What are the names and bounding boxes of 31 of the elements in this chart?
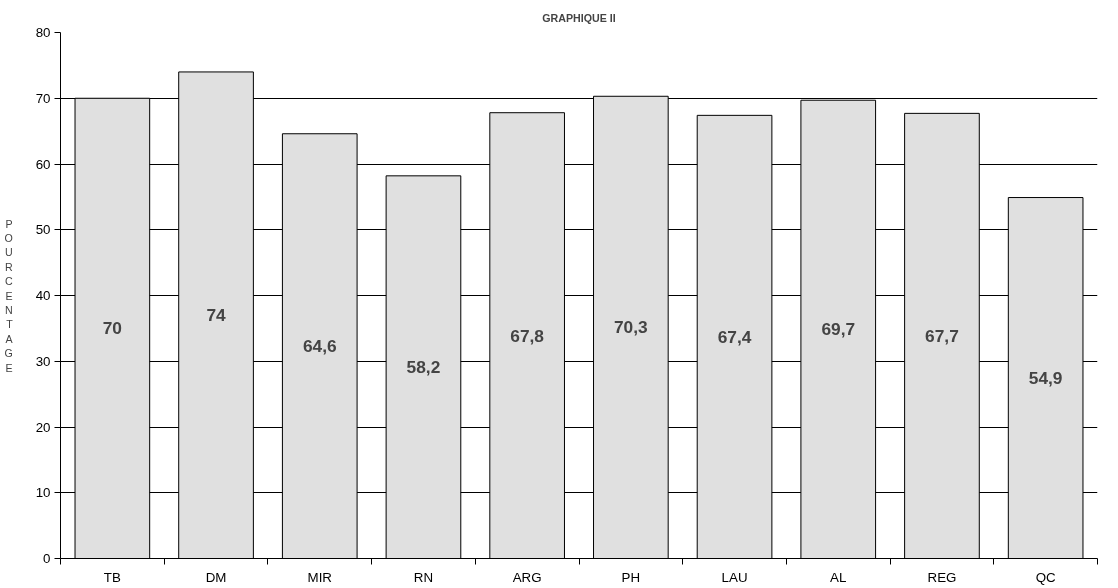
x-tick-label: PH	[621, 569, 641, 585]
x-tick-label: REG	[927, 569, 957, 585]
y-tick-label: 80	[35, 25, 51, 40]
y-tick-label: 50	[35, 222, 51, 238]
y-tick-label: 10	[35, 485, 51, 501]
data-label: 54,9	[1028, 368, 1063, 389]
data-label: 67,7	[925, 325, 959, 346]
data-label: 64,6	[302, 336, 337, 357]
data-label: 58,2	[406, 357, 441, 378]
x-tick-label: AL	[830, 569, 847, 585]
y-tick-label: 30	[35, 353, 51, 369]
data-label: 69,7	[821, 319, 856, 340]
y-tick-label: 60	[35, 156, 51, 172]
y-tick-label: 40	[35, 288, 51, 303]
data-label: 74	[206, 305, 227, 326]
x-tick-label: QC	[1035, 569, 1057, 585]
x-tick-label: TB	[103, 569, 121, 585]
y-tick-label: 20	[35, 419, 51, 435]
x-tick-label: DM	[205, 569, 227, 585]
x-tick-label: RN	[413, 569, 434, 585]
data-label: 67,8	[510, 325, 545, 346]
data-label: 70	[102, 318, 122, 339]
y-tick-label: 0	[43, 551, 51, 566]
chart-title: GRAPHIQUE II	[542, 11, 616, 24]
text: POURCENTAGE	[4, 217, 13, 374]
x-tick-label: MIR	[307, 569, 332, 585]
y-tick-label: 70	[35, 90, 51, 106]
data-label: 67,4	[717, 326, 752, 347]
x-tick-label: LAU	[721, 569, 748, 585]
x-tick-label: ARG	[512, 569, 542, 585]
data-label: 70,3	[613, 317, 649, 338]
